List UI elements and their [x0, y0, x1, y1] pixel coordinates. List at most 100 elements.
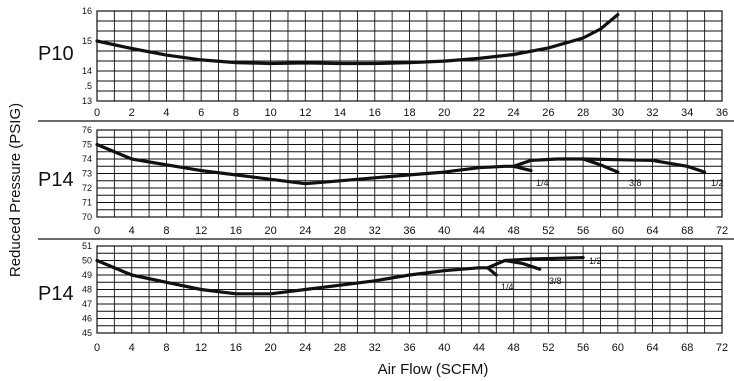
x-tick-label: 60 — [612, 342, 624, 354]
x-tick-label: 28 — [577, 107, 589, 119]
series-line-2 — [512, 157, 620, 174]
panel-3: 0 4 8 12 16 20 24 28 32 36 40 44 48 52 56 60 64 68 7245464… — [38, 241, 728, 354]
x-tick-label: 20 — [264, 225, 276, 237]
x-tick-label: 56 — [577, 342, 589, 354]
x-tick-label: 64 — [646, 225, 658, 237]
x-tick-label: 60 — [612, 225, 624, 237]
x-tick-label: 72 — [716, 342, 728, 354]
x-tick-label: 24 — [299, 342, 311, 354]
x-tick-label: 72 — [716, 225, 728, 237]
x-tick-label: 40 — [438, 225, 450, 237]
x-tick-label: 22 — [473, 107, 485, 119]
series-annotation: 1/2 — [711, 178, 724, 188]
x-tick-label: 12 — [195, 342, 207, 354]
plot-frame — [96, 245, 723, 334]
y-tick-label: 13 — [82, 96, 92, 106]
y-tick-label: 70 — [82, 212, 92, 222]
series-annotation: 3/8 — [629, 178, 642, 188]
model-label: P14 — [38, 283, 74, 305]
y-tick-label: 71 — [82, 198, 92, 208]
x-tick-label: 28 — [334, 342, 346, 354]
model-label: P10 — [38, 43, 74, 65]
y-tick-label: 15 — [82, 36, 92, 46]
x-tick-label: 6 — [198, 107, 204, 119]
series-annotation: 1/4 — [501, 282, 514, 292]
y-tick-label: 76 — [82, 125, 92, 135]
x-tick-label: 30 — [612, 107, 624, 119]
y-tick-label: .5 — [84, 81, 92, 91]
model-label: P14 — [38, 169, 74, 191]
x-tick-label: 32 — [369, 342, 381, 354]
panel-1: 0 2 4 6 8 10 12 14 16 18 20 22 24 26 28 30 32 34 3613.5141… — [38, 6, 728, 119]
series-annotation: 1/4 — [536, 178, 549, 188]
x-tick-label: 4 — [163, 107, 169, 119]
series-annotation: 1/2 — [589, 256, 602, 266]
panel-2: 0 4 8 12 16 20 24 28 32 36 40 44 48 52 56 60 64 68 7270717… — [38, 125, 728, 237]
x-tick-label: 12 — [299, 107, 311, 119]
x-tick-label: 32 — [646, 107, 658, 119]
y-tick-label: 72 — [82, 183, 92, 193]
x-tick-label: 24 — [299, 225, 311, 237]
x-tick-label: 48 — [508, 225, 520, 237]
y-tick-label: 14 — [82, 66, 92, 76]
series-line-2 — [486, 258, 542, 271]
x-tick-label: 24 — [508, 107, 520, 119]
x-tick-label: 48 — [508, 342, 520, 354]
x-tick-label: 18 — [403, 107, 415, 119]
series-annotation: 3/8 — [549, 276, 562, 286]
x-tick-label: 44 — [473, 225, 485, 237]
x-tick-label: 34 — [681, 107, 693, 119]
plot-frame — [96, 10, 723, 102]
x-tick-label: 16 — [230, 225, 242, 237]
x-tick-label: 52 — [542, 225, 554, 237]
x-tick-label: 0 — [94, 225, 100, 237]
x-tick-label: 4 — [129, 225, 135, 237]
y-tick-label: 50 — [82, 256, 92, 266]
x-tick-label: 10 — [264, 107, 276, 119]
y-tick-label: 16 — [82, 6, 92, 16]
y-axis-title: Reduced Pressure (PSIG) — [7, 103, 24, 277]
x-tick-label: 14 — [334, 107, 346, 119]
y-tick-label: 47 — [82, 299, 92, 309]
x-tick-label: 68 — [681, 225, 693, 237]
x-tick-label: 36 — [403, 342, 415, 354]
x-tick-label: 56 — [577, 225, 589, 237]
x-tick-label: 20 — [438, 107, 450, 119]
x-tick-label: 28 — [334, 225, 346, 237]
x-tick-label: 36 — [716, 107, 728, 119]
y-tick-label: 48 — [82, 285, 92, 295]
plot-frame — [96, 129, 723, 218]
x-tick-label: 68 — [681, 342, 693, 354]
x-tick-label: 12 — [195, 225, 207, 237]
x-axis-title: Air Flow (SCFM) — [378, 361, 489, 378]
series-line-1 — [95, 13, 620, 66]
x-tick-label: 8 — [163, 225, 169, 237]
x-tick-label: 52 — [542, 342, 554, 354]
x-tick-label: 26 — [542, 107, 554, 119]
x-tick-label: 16 — [230, 342, 242, 354]
x-tick-label: 16 — [369, 107, 381, 119]
x-tick-label: 8 — [163, 342, 169, 354]
y-tick-label: 46 — [82, 314, 92, 324]
x-tick-label: 64 — [646, 342, 658, 354]
series-line-1 — [95, 258, 498, 296]
y-tick-label: 51 — [82, 241, 92, 251]
x-tick-label: 4 — [129, 342, 135, 354]
x-tick-label: 8 — [233, 107, 239, 119]
series-line-3 — [503, 256, 585, 263]
x-tick-label: 20 — [264, 342, 276, 354]
x-tick-label: 2 — [129, 107, 135, 119]
y-tick-label: 74 — [82, 154, 92, 164]
x-tick-label: 32 — [369, 225, 381, 237]
y-tick-label: 75 — [82, 140, 92, 150]
x-tick-label: 44 — [473, 342, 485, 354]
x-tick-label: 0 — [94, 107, 100, 119]
y-tick-label: 45 — [82, 328, 92, 338]
x-tick-label: 0 — [94, 342, 100, 354]
y-tick-label: 49 — [82, 270, 92, 280]
x-tick-label: 36 — [403, 225, 415, 237]
y-tick-label: 73 — [82, 169, 92, 179]
series-line-3 — [581, 157, 707, 174]
x-tick-label: 40 — [438, 342, 450, 354]
